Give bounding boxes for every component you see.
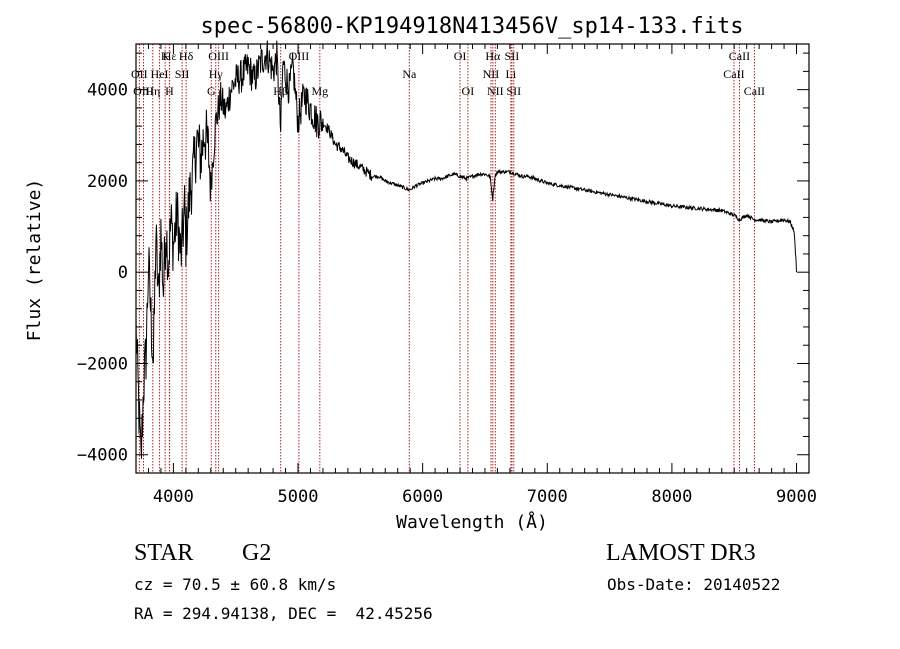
- spectral-line-label: SII: [506, 84, 521, 98]
- x-tick-label: 7000: [527, 487, 568, 507]
- spectral-line-label: NII: [487, 84, 504, 98]
- spectral-line-label: Na: [402, 67, 417, 81]
- y-tick-label: 2000: [87, 172, 128, 192]
- object-subclass: G2: [242, 540, 272, 566]
- flux-line: [135, 40, 797, 459]
- coordinates: RA = 294.94138, DEC = 42.45256: [134, 604, 433, 623]
- plot-frame: [135, 43, 810, 474]
- survey-name: LAMOST DR3: [606, 540, 756, 566]
- spectral-line-label: Li: [506, 67, 517, 81]
- spectral-line-label: CaII: [723, 67, 744, 81]
- spectral-line-label: OI: [462, 84, 475, 98]
- y-tick-label: −2000: [77, 354, 128, 374]
- spectral-line-label: K: [161, 49, 170, 63]
- spectral-line-markers: [138, 44, 755, 473]
- object-class: STAR: [134, 540, 194, 566]
- x-tick-label: 5000: [278, 487, 319, 507]
- spectral-line-label: NII: [483, 67, 500, 81]
- redshift-info: cz = 70.5 ± 60.8 km/s: [134, 575, 337, 594]
- x-axis-label: Wavelength (Å): [396, 511, 548, 533]
- spectral-line-label: Hβ: [273, 84, 288, 98]
- y-tick-label: 0: [118, 263, 128, 283]
- spectral-line-label: SII: [505, 49, 520, 63]
- spectral-line-label: G: [207, 84, 216, 98]
- spectral-line-label: OIII: [289, 49, 310, 63]
- spectral-line-label: Hγ: [209, 67, 224, 81]
- axes: 4000 5000 6000 7000 8000 9000 −4000 −2000 0 2000 4…: [77, 44, 817, 507]
- spectral-line-label: OIII: [208, 49, 229, 63]
- x-tick-label: 4000: [153, 487, 194, 507]
- chart-title: spec-56800-KP194918N413456V_sp14-133.fit…: [200, 14, 743, 39]
- obs-date: Obs-Date: 20140522: [607, 575, 781, 594]
- spectral-line-label: HeI: [151, 67, 169, 81]
- spectral-line-label: OII: [131, 67, 148, 81]
- y-tick-label: 4000: [87, 81, 128, 101]
- y-axis-label: Flux (relative): [24, 179, 45, 342]
- spectral-line-label: Mg: [311, 84, 328, 98]
- spectral-line-label: SII: [175, 67, 190, 81]
- x-tick-label: 9000: [776, 487, 817, 507]
- spectral-line-label: OIII: [133, 84, 154, 98]
- spectral-line-label: Hη: [145, 84, 160, 98]
- x-tick-label: 6000: [402, 487, 443, 507]
- spectral-line-label: CaII: [744, 84, 765, 98]
- spectral-line-label: OI: [454, 49, 467, 63]
- spectral-line-label: Hα: [485, 49, 501, 63]
- x-tick-label: 8000: [651, 487, 692, 507]
- spectral-line-label: CaII: [729, 49, 750, 63]
- spectral-line-label: Hδ: [179, 49, 194, 63]
- spectral-line-label: H: [165, 84, 174, 98]
- y-tick-label: −4000: [77, 446, 128, 466]
